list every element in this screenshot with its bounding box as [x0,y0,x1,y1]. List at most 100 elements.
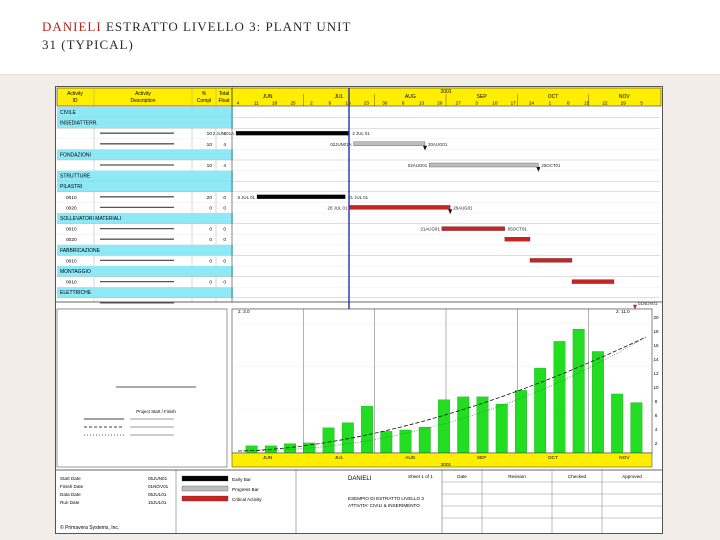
signoff-header: Revision [508,474,526,479]
timeline-month: AUG [405,94,416,100]
activity-float: 0 [223,237,226,243]
activity-bar [441,226,505,231]
timeline-month: JUL [335,94,344,100]
histogram-bar [418,426,431,454]
column-header-1: Activity [67,91,83,97]
activity-percent: 0 [209,280,212,286]
legend-panel [56,308,228,468]
activity-finish-label: 25OCT01 [541,163,561,168]
histogram-y-tick: 4 [655,427,658,432]
histogram-start-tag: 2. 3.0 [238,309,250,314]
activity-id: 0020 [66,237,77,243]
histogram-bar [284,443,297,454]
activity-float: 0 [223,258,226,264]
timeline-day: 25 [290,101,296,106]
activity-finish-label: 05OCT01 [508,227,528,232]
activity-percent: 0 [209,237,212,243]
timeline-month: JUN [263,94,273,100]
section-header-row [57,181,233,192]
timeline-day: 17 [511,101,517,106]
timeline-day: 20 [437,101,443,106]
histogram-y-tick: 6 [655,413,658,418]
section-label: FABBRICAZIONE [60,248,101,254]
activity-id: 0010 [66,195,77,201]
timeline-day: 4 [237,101,240,106]
activity-float: 0 [223,280,226,286]
activity-end-marker [633,304,637,310]
column-header-2-sub: Description [130,98,155,104]
section-header-row [57,213,233,224]
footer-legend-label: Critical Activity [232,497,262,502]
timeline-month: OCT [548,94,559,100]
histogram-bar [611,393,624,454]
histogram-month-label: OCT [548,455,558,461]
section-header-row [57,149,233,160]
activity-finish-label: 2 JUL 01 [352,131,370,136]
section-label: FONDAZIONI [60,152,91,158]
histogram-y-tick: 18 [653,329,659,334]
gantt-chart: ActivityIDActivityDescription%ComplTotal… [56,87,662,533]
footer-sheet-label: Sheet 1 of 1 [408,474,433,479]
activity-bar [349,205,451,210]
section-label: ELETTRICHE [60,290,92,296]
histogram-bar [245,445,258,454]
activity-bar [256,194,346,199]
section-label: MONTAGGIO [60,269,91,275]
section-header-row [57,287,233,298]
column-header-4-sub: Float [218,98,230,104]
column-header-4: Total [219,91,230,97]
activity-start-label: 02AUG01 [408,163,428,168]
activity-bar [235,131,350,136]
histogram-scale-band [231,452,653,468]
column-header-1-sub: ID [73,98,78,104]
histogram-month-label: NOV [619,455,630,461]
timeline-day: 8 [567,101,570,106]
section-header-row [57,244,233,256]
activity-id: 0010 [66,227,77,233]
brand-name: DANIELI [42,19,102,34]
histogram-month-label: SEP [477,455,487,461]
histogram-y-tick: 8 [655,399,658,404]
gantt-sheet: Activity ID Activity Description% Compl Total… [55,86,663,534]
timeline-day: 23 [364,101,370,106]
activity-finish-label: 20AUG01 [428,142,448,147]
section-label: INSEDIATTERR. [60,121,98,127]
activity-bar [504,237,531,242]
footer-meta-label: Start Date [60,476,81,481]
footer-legend-label: Early Bar [232,477,251,482]
footer-meta-label: Run Date [60,500,80,505]
activity-percent: 0 [209,227,212,233]
section-label: CIVILE [60,110,77,116]
activity-bar [571,279,615,284]
timeline-month: SEP [477,94,488,100]
cumulative-plan-curve [237,336,647,452]
activity-percent: 0 [209,205,212,211]
histogram-month-label: AUG [405,455,416,461]
activity-start-label: 28 JUL 01 [328,205,348,210]
signoff-header: Approved [622,474,642,479]
timeline-year: 2001 [440,89,451,95]
timeline-day: 3 [475,101,478,106]
activity-start-label: 02JUN01A [330,142,351,147]
timeline-day: 9 [328,101,331,106]
activity-float: 4 [223,163,226,169]
timeline-day: 27 [456,101,462,106]
histogram-y-tick: 16 [653,343,659,348]
histogram-bar [399,429,412,454]
histogram-end-tag: 2. 11.0 [616,309,630,314]
histogram-y-tick: 20 [653,315,659,320]
section-header-row [57,266,233,277]
slide-header: DANIELI ESTRATTO LIVELLO 3: PLANT UNIT 3… [0,0,720,75]
timeline-day: 2 [310,101,313,106]
histogram-y-tick: 10 [653,385,659,390]
histogram-bar [553,341,566,454]
footer-legend-swatch [181,485,229,492]
histogram-month-label: JUL [335,455,344,461]
section-label: PILASTRI [60,184,82,190]
section-header-row [57,117,233,129]
column-header-2: Activity [135,91,151,97]
title-subtext: 31 (TYPICAL) [42,37,134,52]
footer-company: DANIELI [348,476,372,482]
activity-start-label: 6 JUL 01 [238,195,256,200]
histogram-y-tick: 14 [653,357,659,362]
